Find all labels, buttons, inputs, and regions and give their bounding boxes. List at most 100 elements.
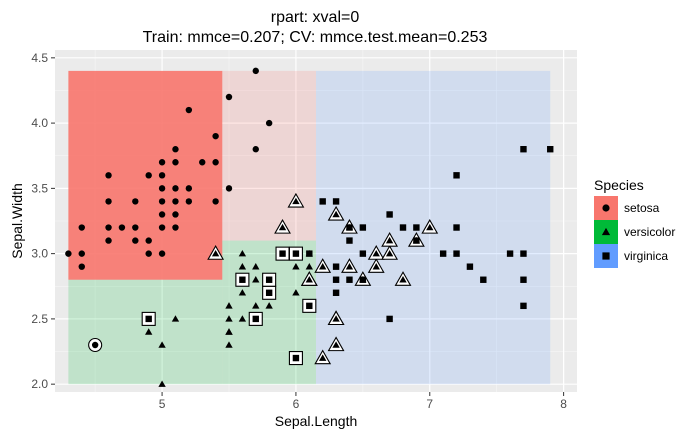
point-versicolor [319, 354, 327, 361]
point-virginica [386, 211, 393, 218]
point-virginica [279, 250, 286, 257]
point-setosa [185, 198, 193, 205]
point-virginica [346, 276, 353, 283]
x-tick-label: 7 [426, 397, 433, 411]
point-versicolor [372, 263, 380, 270]
y-axis-label: Sepal.Width [9, 183, 25, 258]
region-setosa [222, 70, 316, 241]
circle-icon [602, 204, 610, 212]
point-versicolor [385, 249, 394, 257]
point-setosa [252, 67, 259, 75]
point-setosa [172, 224, 179, 231]
point-setosa [145, 250, 152, 257]
point-virginica [306, 302, 313, 310]
point-setosa [132, 198, 139, 205]
chart-title: rpart: xval=0 [271, 9, 360, 26]
point-setosa [172, 185, 179, 192]
point-setosa [158, 250, 166, 257]
point-versicolor [332, 341, 340, 348]
point-setosa [185, 185, 193, 192]
point-setosa [252, 146, 259, 153]
point-versicolor [265, 302, 273, 309]
point-versicolor [292, 197, 300, 205]
legend-title: Species [594, 177, 644, 193]
point-versicolor [319, 263, 327, 270]
point-virginica [292, 354, 300, 362]
y-tick-label: 2.5 [31, 312, 48, 326]
point-setosa [172, 146, 179, 153]
y-tick-label: 3.5 [31, 181, 48, 195]
legend-label-virginica: virginica [624, 249, 668, 263]
decision-regions [68, 70, 551, 385]
point-versicolor [278, 223, 287, 231]
point-versicolor [252, 263, 260, 270]
point-virginica [520, 250, 527, 257]
point-versicolor [238, 249, 247, 257]
point-versicolor [305, 276, 313, 283]
point-setosa [118, 224, 126, 231]
point-setosa [158, 185, 166, 192]
point-setosa [172, 198, 179, 205]
y-axis-ticks: 2.0 2.5 3.0 3.5 4.0 4.5 [31, 51, 55, 391]
point-versicolor [225, 341, 233, 348]
y-tick-label: 4.5 [31, 51, 48, 65]
point-setosa [199, 159, 206, 166]
point-setosa [78, 224, 85, 231]
x-axis-ticks: 5 6 7 8 [159, 392, 567, 411]
point-setosa [172, 159, 179, 166]
legend-label-versicolor: versicolor [624, 225, 675, 239]
point-versicolor [385, 236, 394, 244]
point-setosa [145, 237, 152, 244]
legend-item-virginica: virginica [594, 244, 668, 268]
point-versicolor [332, 210, 340, 218]
point-virginica [466, 263, 474, 270]
x-tick-label: 6 [293, 397, 300, 411]
point-virginica [319, 198, 326, 205]
point-virginica [332, 289, 340, 296]
point-setosa [78, 263, 85, 270]
point-virginica [332, 276, 340, 283]
x-axis-label: Sepal.Length [275, 413, 358, 429]
point-versicolor [292, 289, 300, 296]
point-virginica [359, 276, 367, 283]
point-setosa [65, 250, 72, 257]
point-setosa [78, 250, 85, 257]
point-versicolor [332, 315, 340, 322]
point-virginica [520, 146, 527, 153]
point-virginica [520, 302, 527, 310]
point-virginica [453, 224, 460, 231]
point-virginica [413, 237, 420, 244]
region-setosa [68, 70, 223, 280]
point-setosa [212, 159, 219, 166]
legend-item-setosa: setosa [594, 196, 660, 220]
data-points [65, 67, 554, 387]
point-setosa [172, 211, 179, 218]
point-versicolor [399, 276, 407, 283]
point-virginica [439, 250, 447, 257]
point-virginica [506, 250, 514, 257]
point-virginica [520, 276, 527, 283]
point-versicolor [171, 315, 180, 322]
point-versicolor [211, 249, 220, 257]
point-versicolor [225, 315, 233, 322]
point-setosa [132, 237, 139, 244]
point-virginica [386, 315, 393, 323]
point-versicolor [345, 263, 354, 270]
point-versicolor [145, 328, 153, 335]
point-versicolor [225, 302, 233, 309]
y-tick-label: 4.0 [31, 116, 48, 130]
point-virginica [359, 224, 367, 231]
point-versicolor [238, 289, 247, 296]
x-tick-label: 8 [560, 397, 567, 411]
point-virginica [332, 198, 340, 205]
point-setosa [265, 119, 273, 127]
point-versicolor [292, 263, 300, 270]
point-setosa [212, 198, 219, 205]
point-versicolor [252, 276, 260, 283]
legend: Species setosa versicolor virginica [594, 177, 675, 268]
point-virginica [359, 250, 367, 257]
point-virginica [399, 224, 407, 231]
point-setosa [158, 159, 166, 166]
point-setosa [212, 132, 219, 140]
point-setosa [105, 237, 112, 244]
